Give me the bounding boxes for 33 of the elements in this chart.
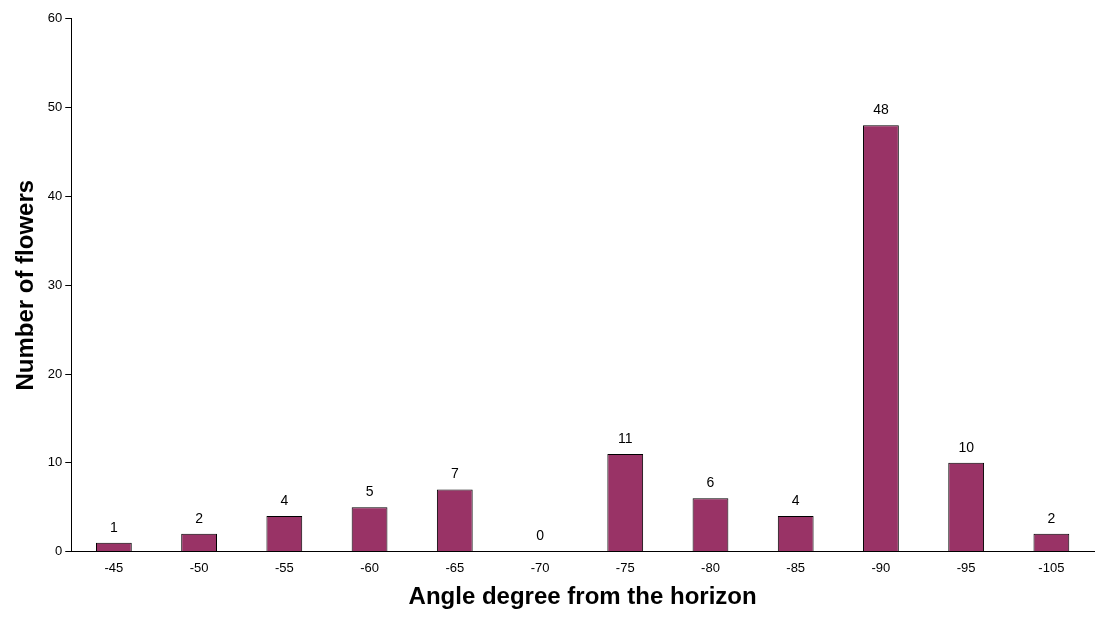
x-tick-label: -55 — [274, 559, 294, 575]
x-tick-label: -95 — [956, 559, 976, 575]
y-tick-label: 30 — [47, 276, 63, 292]
x-tick-label: -45 — [104, 559, 124, 575]
data-label: 10 — [958, 438, 975, 455]
y-tick-label: 20 — [47, 365, 63, 381]
x-tick-label: -75 — [615, 559, 635, 575]
y-tick-label: 60 — [47, 10, 63, 26]
data-label: 4 — [280, 491, 289, 508]
data-label: 4 — [791, 491, 800, 508]
x-tick-label: -70 — [530, 559, 550, 575]
x-tick-label: -50 — [189, 559, 209, 575]
y-tick-label: 50 — [47, 99, 63, 115]
x-tick-label: -105 — [1038, 559, 1065, 575]
data-label: 2 — [1047, 509, 1056, 526]
data-label: 1 — [109, 518, 118, 535]
data-label: 0 — [536, 527, 545, 544]
data-label: 2 — [195, 509, 204, 526]
data-label: 48 — [873, 101, 889, 118]
data-label: 6 — [706, 474, 715, 491]
data-label: 11 — [617, 429, 633, 446]
x-tick-label: -90 — [871, 559, 891, 575]
x-tick-label: -80 — [701, 559, 720, 575]
y-tick-label: 10 — [47, 454, 63, 470]
y-tick-label: 0 — [55, 543, 63, 559]
x-tick-label: -60 — [360, 559, 379, 575]
data-label: 5 — [365, 483, 374, 500]
data-label: 7 — [450, 465, 459, 482]
x-tick-label: -65 — [445, 559, 465, 575]
y-axis-title: Number of flowers — [11, 179, 39, 391]
x-axis-title: Angle degree from the horizon — [408, 582, 757, 610]
y-tick-label: 40 — [47, 187, 63, 203]
x-tick-label: -85 — [786, 559, 806, 575]
